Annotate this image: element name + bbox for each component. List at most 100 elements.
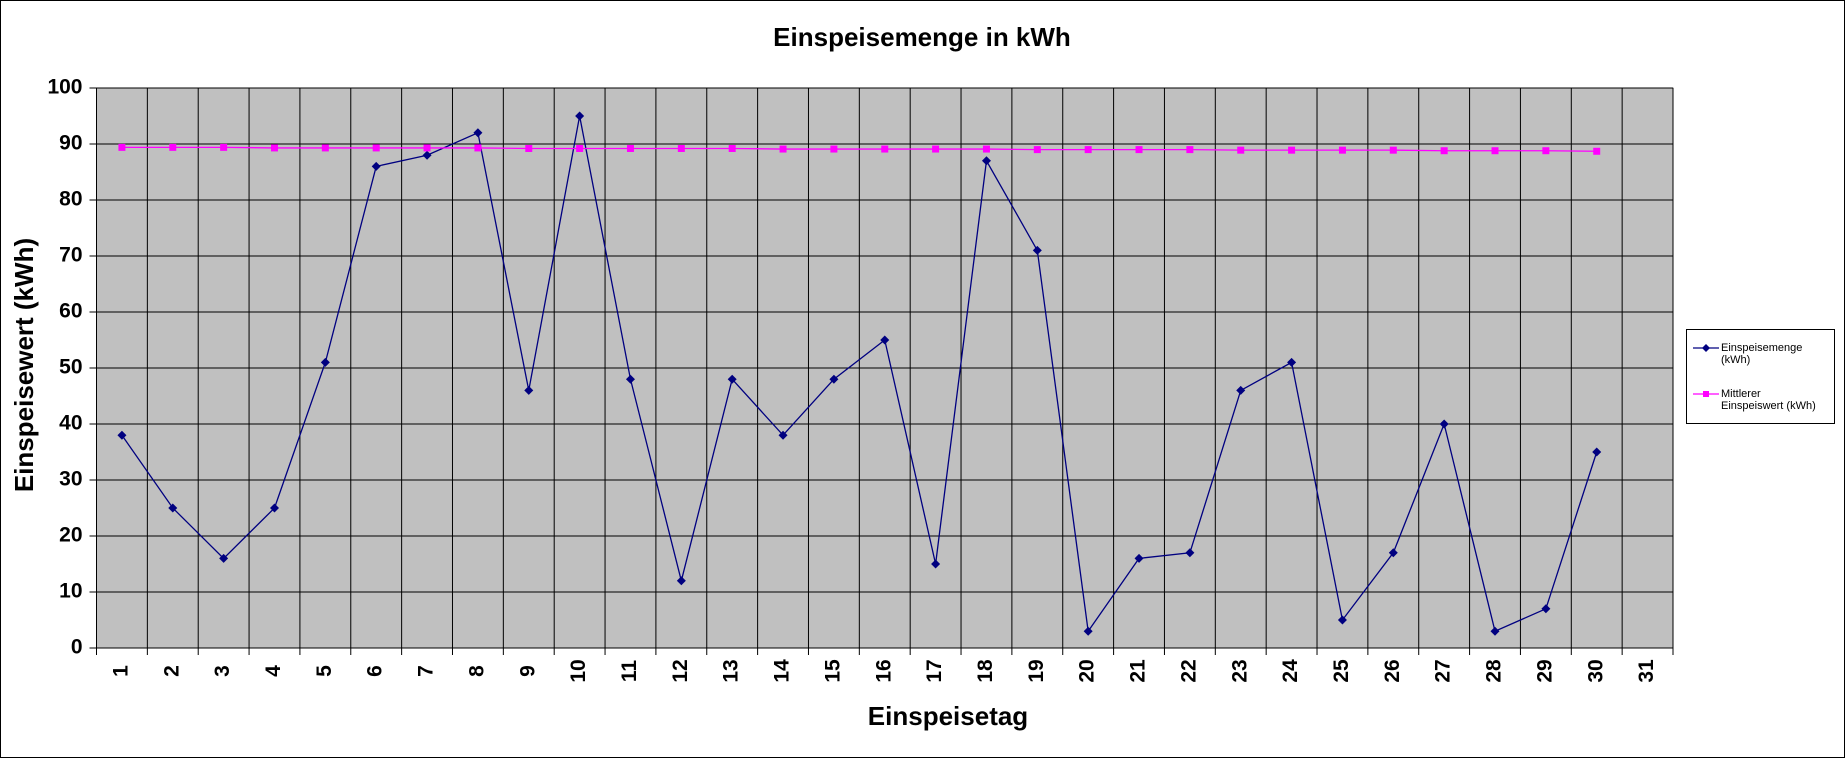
x-tick-label: 30: [1584, 659, 1607, 682]
point-marker: [676, 576, 686, 586]
y-tick-label: 60: [59, 300, 82, 323]
x-tick-label: 21: [1127, 659, 1150, 683]
point-marker: [1389, 146, 1397, 154]
x-tick-label: 7: [415, 665, 438, 677]
point-marker: [423, 144, 431, 152]
chart-title: Einspeisemenge in kWh: [773, 22, 1071, 52]
point-marker: [117, 430, 127, 440]
point-marker: [168, 503, 178, 513]
point-marker: [677, 144, 685, 152]
y-tick-label: 20: [59, 524, 82, 547]
point-marker: [270, 144, 278, 152]
x-tick-label: 12: [669, 659, 692, 682]
x-tick-label: 9: [516, 665, 539, 677]
point-marker: [1439, 419, 1449, 429]
x-tick-label: 27: [1432, 659, 1455, 682]
legend-label: Einspeisemenge (kWh): [1721, 342, 1803, 366]
point-marker: [625, 374, 635, 384]
x-tick-label: 10: [567, 659, 590, 682]
point-marker: [981, 156, 991, 166]
point-marker: [1287, 357, 1297, 367]
x-tick-label: 14: [771, 659, 794, 683]
legend: Einspeisemenge (kWh) Mittlerer Einspeiswe…: [1686, 329, 1835, 424]
point-marker: [1083, 626, 1093, 636]
x-tick-label: 3: [211, 665, 234, 677]
point-marker: [1185, 548, 1195, 558]
point-marker: [1288, 146, 1296, 154]
x-tick-label: 8: [465, 665, 488, 677]
series-line: [121, 115, 1598, 633]
point-marker: [1490, 626, 1500, 636]
y-tick-label: 10: [59, 580, 82, 603]
point-marker: [880, 335, 890, 345]
x-tick-label: 11: [618, 660, 641, 683]
point-marker: [1542, 147, 1550, 155]
point-marker: [473, 128, 483, 138]
point-marker: [524, 385, 534, 395]
point-marker: [1440, 147, 1448, 155]
point-marker: [525, 144, 533, 152]
legend-item: Einspeisemenge (kWh): [1693, 342, 1826, 366]
x-tick-label: 6: [364, 665, 387, 677]
point-marker: [1541, 604, 1551, 614]
x-tick-label: 23: [1228, 659, 1251, 682]
y-tick-label: 40: [59, 412, 82, 435]
point-marker: [371, 161, 381, 171]
point-marker: [1084, 146, 1092, 154]
y-tick-label: 90: [59, 132, 82, 155]
y-tick-label: 80: [59, 188, 82, 211]
x-tick-label: 1: [109, 665, 132, 677]
x-axis-label: Einspeisetag: [868, 701, 1028, 731]
point-marker: [779, 145, 787, 153]
legend-swatch: [1693, 344, 1719, 352]
point-marker: [1237, 146, 1245, 154]
point-marker: [728, 144, 736, 152]
point-marker: [1186, 146, 1194, 154]
x-tick-label: 25: [1330, 659, 1353, 683]
legend-label: Mittlerer Einspeiswert (kWh): [1721, 388, 1816, 412]
legend-item: Mittlerer Einspeiswert (kWh): [1693, 388, 1826, 412]
point-marker: [1134, 553, 1144, 563]
x-tick-label: 26: [1381, 659, 1404, 682]
point-marker: [219, 553, 229, 563]
x-tick-label: 5: [313, 665, 336, 677]
y-tick-label: 30: [59, 468, 82, 491]
point-marker: [422, 150, 432, 160]
x-tick-label: 4: [262, 665, 285, 677]
y-axis-label: Einspeisewert (kWh): [9, 238, 39, 492]
point-marker: [931, 559, 941, 569]
y-tick-label: 50: [59, 356, 82, 379]
point-marker: [575, 111, 585, 121]
y-tick-label: 70: [59, 244, 82, 267]
point-marker: [1236, 385, 1246, 395]
series-line: [121, 146, 1597, 152]
x-tick-label: 19: [1025, 659, 1048, 682]
point-marker: [372, 144, 380, 152]
x-tick-label: 2: [160, 665, 183, 677]
point-marker: [169, 143, 177, 151]
point-marker: [829, 374, 839, 384]
point-marker: [474, 144, 482, 152]
x-tick-label: 16: [872, 659, 895, 682]
point-marker: [881, 145, 889, 153]
point-marker: [1593, 147, 1601, 155]
point-marker: [1337, 615, 1347, 625]
x-tick-label: 15: [821, 659, 844, 683]
x-tick-label: 29: [1533, 659, 1556, 682]
y-tick-label: 0: [71, 636, 83, 659]
x-tick-label: 18: [974, 659, 997, 683]
point-marker: [1135, 146, 1143, 154]
x-tick-label: 22: [1177, 659, 1200, 682]
point-marker: [1491, 147, 1499, 155]
point-marker: [118, 143, 126, 151]
point-marker: [1033, 146, 1041, 154]
x-tick-label: 17: [923, 659, 946, 682]
point-marker: [1338, 146, 1346, 154]
point-marker: [778, 430, 788, 440]
point-marker: [1388, 548, 1398, 558]
point-marker: [269, 503, 279, 513]
point-marker: [220, 143, 228, 151]
point-marker: [626, 144, 634, 152]
